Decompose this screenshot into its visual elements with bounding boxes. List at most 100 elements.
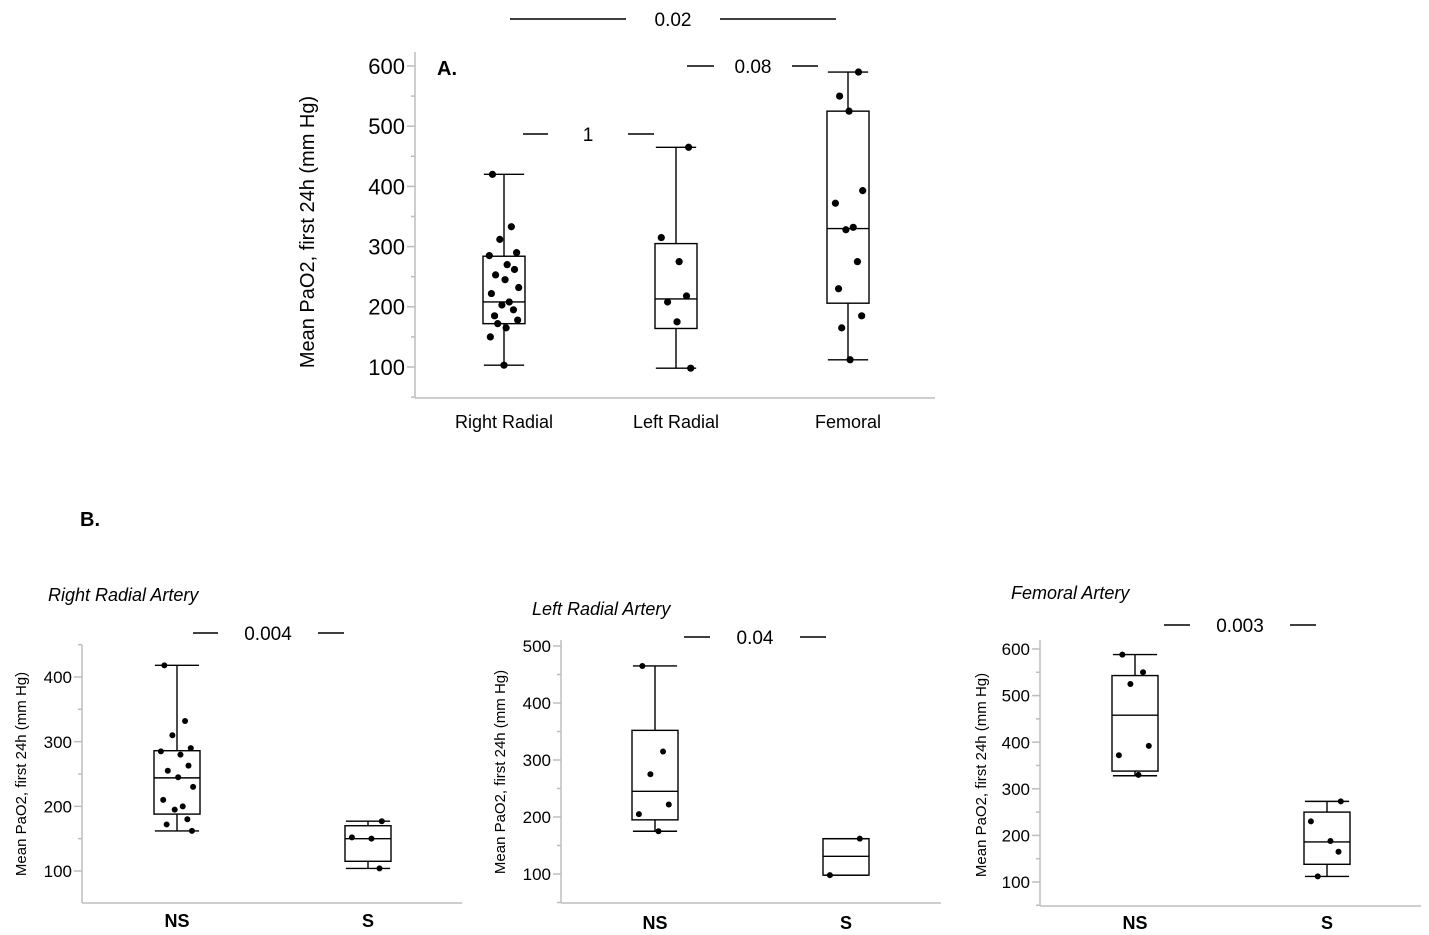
data-point [160, 796, 167, 803]
chart-panel-b-right-radial: Right Radial Artery Mean PaO2, first 24h… [13, 585, 462, 931]
chart-panel-b-femoral: Femoral Artery Mean PaO2, first 24h (mm … [973, 583, 1421, 933]
data-point [1135, 771, 1142, 778]
y-tick-label: 200 [1002, 827, 1030, 846]
data-point [507, 223, 515, 231]
panel-a-label: A. [437, 58, 457, 80]
y-tick-label: 100 [523, 865, 551, 884]
data-point [494, 320, 502, 328]
data-point [826, 872, 833, 879]
y-tick-label: 100 [1002, 873, 1030, 892]
data-point [858, 312, 866, 320]
x-category-label: S [1321, 913, 1333, 933]
data-point [1127, 680, 1134, 687]
p-value-label: 0.04 [737, 628, 774, 649]
data-point [502, 324, 510, 332]
data-point [639, 662, 646, 669]
data-point [169, 732, 176, 739]
data-point [510, 265, 519, 274]
y-tick-label: 400 [44, 668, 72, 687]
data-point [1115, 752, 1122, 759]
y-tick-label: 100 [44, 862, 72, 881]
y-axis-label: Mean PaO2, first 24h (mm Hg) [297, 96, 319, 368]
y-tick-label: 500 [368, 114, 405, 139]
data-point [509, 306, 518, 314]
data-point [635, 811, 642, 818]
iqr-box [826, 110, 870, 304]
y-tick-label: 200 [368, 295, 405, 320]
data-point [854, 68, 863, 76]
data-point [485, 252, 493, 260]
data-point [856, 835, 863, 842]
data-point [834, 285, 843, 293]
y-tick-label: 100 [368, 355, 405, 380]
data-point [1314, 873, 1321, 880]
iqr-box [344, 825, 392, 863]
chart-panel-b-left-radial: Left Radial Artery Mean PaO2, first 24h … [492, 599, 941, 933]
x-category-label: NS [642, 913, 667, 933]
data-point [1140, 669, 1147, 676]
data-point [188, 827, 195, 834]
data-point [513, 249, 521, 257]
x-category-label: Left Radial [633, 412, 719, 432]
data-point [171, 806, 178, 813]
data-point [500, 361, 508, 369]
data-point [1337, 798, 1344, 805]
data-point [175, 774, 182, 781]
data-point [490, 312, 499, 320]
data-point [368, 835, 375, 842]
p-value-label: 0.02 [655, 10, 692, 31]
data-point [664, 298, 672, 306]
data-point [655, 828, 662, 835]
x-category-label: Right Radial [455, 412, 553, 432]
data-point [687, 364, 695, 372]
y-tick-label: 300 [44, 733, 72, 752]
data-point [190, 783, 197, 790]
data-point [187, 745, 194, 752]
data-point [1307, 818, 1314, 825]
x-category-label: S [840, 913, 852, 933]
iqr-box [153, 750, 201, 815]
iqr-box [1111, 674, 1159, 772]
chart-title: Left Radial Artery [532, 599, 671, 619]
data-point [487, 289, 495, 298]
x-category-label: Femoral [815, 412, 881, 432]
data-point [376, 865, 383, 872]
y-axis-label: Mean PaO2, first 24h (mm Hg) [973, 673, 990, 877]
data-point [503, 261, 511, 269]
y-tick-label: 500 [1002, 687, 1030, 706]
data-point [831, 199, 840, 207]
p-value-label: 0.004 [244, 624, 292, 645]
data-point [845, 107, 853, 115]
data-point [164, 767, 171, 774]
chart-title: Femoral Artery [1011, 583, 1130, 603]
p-value-label: 1 [583, 125, 594, 146]
y-tick-label: 500 [523, 637, 551, 656]
data-point [515, 283, 523, 292]
data-point [859, 187, 867, 195]
data-point [514, 316, 522, 324]
y-tick-label: 600 [1002, 640, 1030, 659]
y-tick-label: 300 [523, 751, 551, 770]
chart-panel-a: Mean PaO2, first 24h (mm Hg) 100 200 300 40… [297, 10, 935, 432]
p-value-label: 0.08 [735, 57, 772, 78]
p-value-label: 0.003 [1216, 616, 1264, 637]
data-point [665, 801, 672, 808]
y-tick-label: 200 [44, 797, 72, 816]
y-tick-label: 300 [1002, 780, 1030, 799]
data-point [498, 301, 506, 309]
data-point [185, 762, 192, 769]
data-point [501, 276, 509, 284]
data-point [673, 318, 681, 326]
panel-b-label: B. [80, 509, 100, 531]
data-point [378, 818, 385, 825]
data-point [1335, 848, 1342, 855]
data-point [182, 717, 189, 724]
data-point [838, 324, 846, 332]
data-point [1327, 837, 1334, 844]
y-tick-label: 300 [368, 235, 405, 260]
x-category-label: NS [1122, 913, 1147, 933]
data-point [177, 751, 184, 758]
x-category-label: NS [164, 911, 189, 931]
data-point [1119, 651, 1126, 658]
